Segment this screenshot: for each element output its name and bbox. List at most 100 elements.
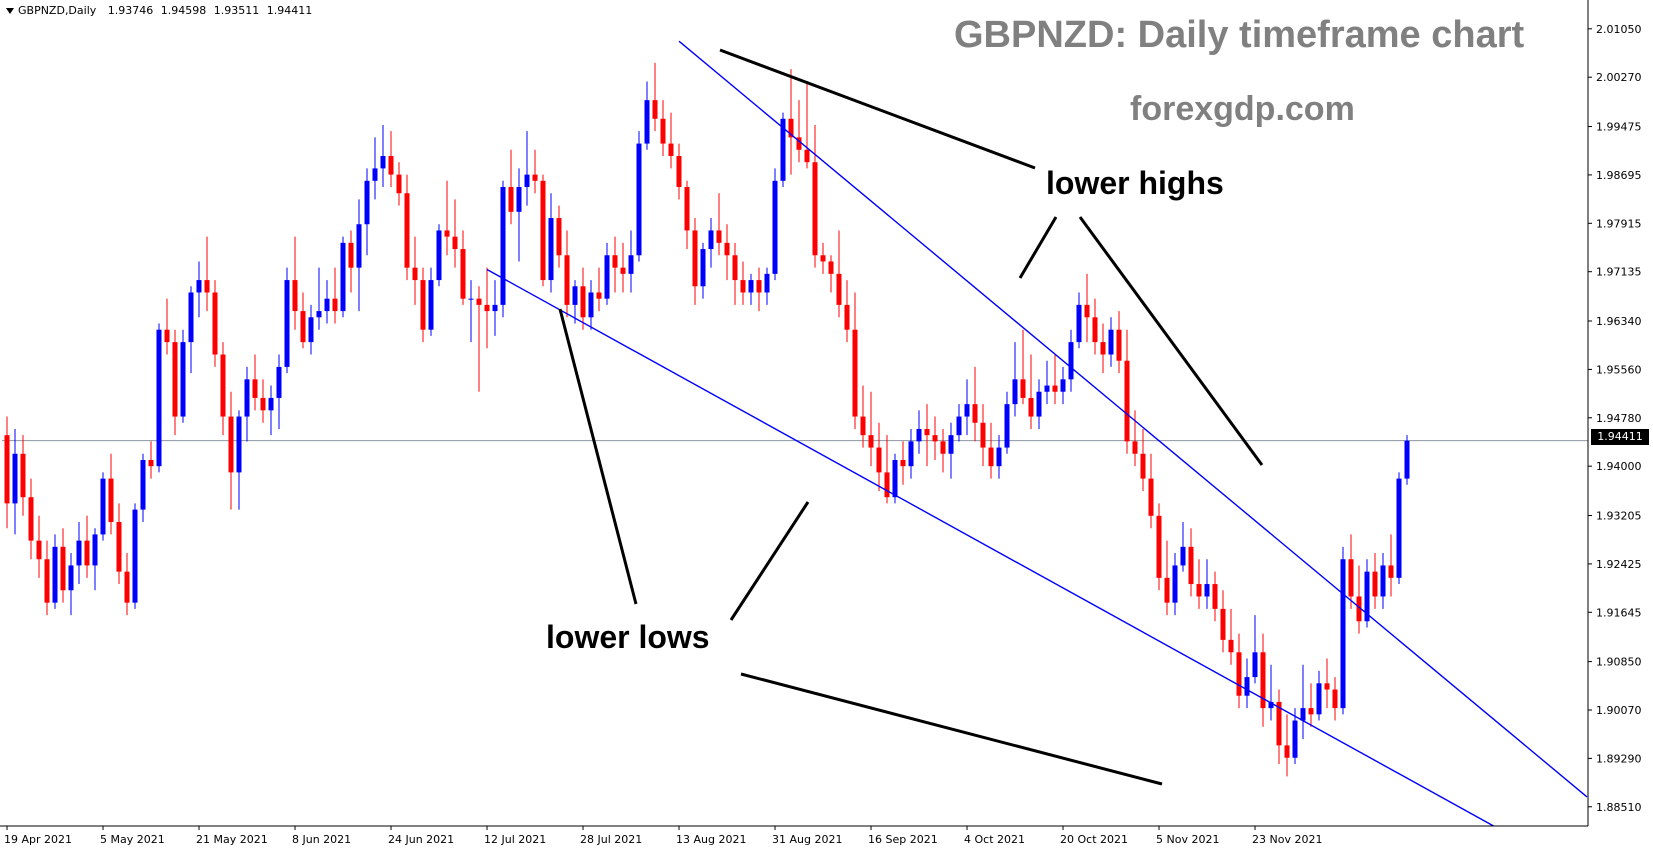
candle-body [260, 397, 266, 411]
y-tick-label: 1.97915 [1596, 217, 1642, 230]
y-tick-label: 1.89290 [1596, 752, 1642, 765]
candle-body [124, 571, 130, 603]
candle-body [404, 193, 410, 268]
y-tick-label: 1.88510 [1596, 801, 1642, 814]
candle-body [860, 416, 866, 436]
candle-body [420, 280, 426, 330]
candle-body [804, 149, 810, 163]
candle-body [188, 292, 194, 343]
candle-body [772, 180, 778, 274]
pointer-line-high-3 [1078, 216, 1264, 466]
candle-body [1028, 397, 1034, 417]
candle-body [956, 416, 962, 436]
candle-body [980, 422, 986, 448]
low-value: 1.93511 [213, 4, 260, 17]
candle-body [1380, 565, 1386, 597]
candle-body [1244, 677, 1250, 696]
candle-body [868, 435, 874, 448]
x-tick-label: 16 Sep 2021 [868, 833, 938, 846]
candle-body [340, 242, 346, 312]
candle-body [468, 298, 474, 300]
candle-body [828, 261, 834, 274]
candle-body [1220, 608, 1226, 640]
candle-body [532, 174, 538, 181]
y-tick-label: 1.95560 [1596, 363, 1642, 376]
candle-body [1060, 379, 1066, 392]
candle-body [236, 416, 242, 473]
candle-body [884, 472, 890, 498]
candle-body [484, 304, 490, 312]
candle-body [1204, 584, 1210, 597]
annotation-lower-highs: lower highs [1046, 165, 1224, 201]
candle-body [316, 311, 322, 318]
candle-body [1148, 478, 1154, 516]
candle-body [100, 478, 106, 535]
candle-body [372, 168, 378, 181]
candle-body [1012, 379, 1018, 405]
candle-body [452, 236, 458, 250]
candle-body [20, 453, 26, 498]
x-tick-label: 12 Jul 2021 [484, 833, 546, 846]
candle-body [12, 453, 18, 504]
candle-body [892, 459, 898, 498]
candle-body [924, 428, 930, 436]
candle-body [940, 441, 946, 454]
y-tick-label: 1.93205 [1596, 510, 1642, 523]
candle-body [596, 292, 602, 299]
x-tick-label: 13 Aug 2021 [676, 833, 746, 846]
y-tick-label: 1.90850 [1596, 656, 1642, 669]
candle-body [1052, 385, 1058, 392]
candle-body [796, 137, 802, 150]
y-tick-label: 2.00270 [1596, 71, 1642, 84]
candle-body [852, 329, 858, 417]
candle-body [76, 540, 82, 566]
candle-body [524, 174, 530, 188]
candle-body [588, 292, 594, 318]
candle-body [932, 435, 938, 442]
chart-subtitle: forexgdp.com [1130, 90, 1355, 128]
y-tick-label: 1.96340 [1596, 315, 1642, 328]
x-tick-label: 28 Jul 2021 [580, 833, 642, 846]
high-value: 1.94598 [160, 4, 207, 17]
candle-body [1020, 379, 1026, 398]
x-tick-label: 5 May 2021 [100, 833, 165, 846]
y-tick-label: 1.94780 [1596, 412, 1642, 425]
candle-body [156, 329, 162, 467]
candle-body [716, 230, 722, 243]
dropdown-triangle-icon[interactable] [6, 8, 14, 14]
candle-body [708, 230, 714, 250]
candle-body [204, 280, 210, 293]
candle-body [1156, 515, 1162, 578]
candle-body [276, 366, 282, 398]
candle-body [1004, 404, 1010, 448]
candle-body [604, 255, 610, 299]
candle-body [308, 317, 314, 343]
candle-body [444, 230, 450, 237]
candle-body [780, 118, 786, 181]
candle-body [836, 273, 842, 305]
y-tick-label: 1.92425 [1596, 558, 1642, 571]
candle-body [764, 273, 770, 293]
symbol-info: GBPNZD,Daily 1.93746 1.94598 1.93511 1.9… [6, 4, 312, 17]
x-tick-label: 19 Apr 2021 [4, 833, 72, 846]
candle-body [1212, 584, 1218, 609]
candle-body [636, 143, 642, 256]
candle-body [1132, 441, 1138, 454]
candle-body [1164, 577, 1170, 603]
candle-body [1284, 745, 1290, 758]
candle-body [60, 546, 66, 591]
candle-body [908, 441, 914, 467]
candle-body [44, 559, 50, 603]
candle-body [676, 155, 682, 188]
candle-body [268, 397, 274, 411]
candle-body [356, 224, 362, 268]
x-tick-label: 5 Nov 2021 [1156, 833, 1219, 846]
candle-body [756, 280, 762, 293]
candle-body [172, 342, 178, 417]
x-tick-label: 21 May 2021 [196, 833, 268, 846]
candle-body [788, 118, 794, 138]
candle-body [388, 155, 394, 175]
y-tick-label: 1.98695 [1596, 169, 1642, 182]
close-value: 1.94411 [266, 4, 313, 17]
